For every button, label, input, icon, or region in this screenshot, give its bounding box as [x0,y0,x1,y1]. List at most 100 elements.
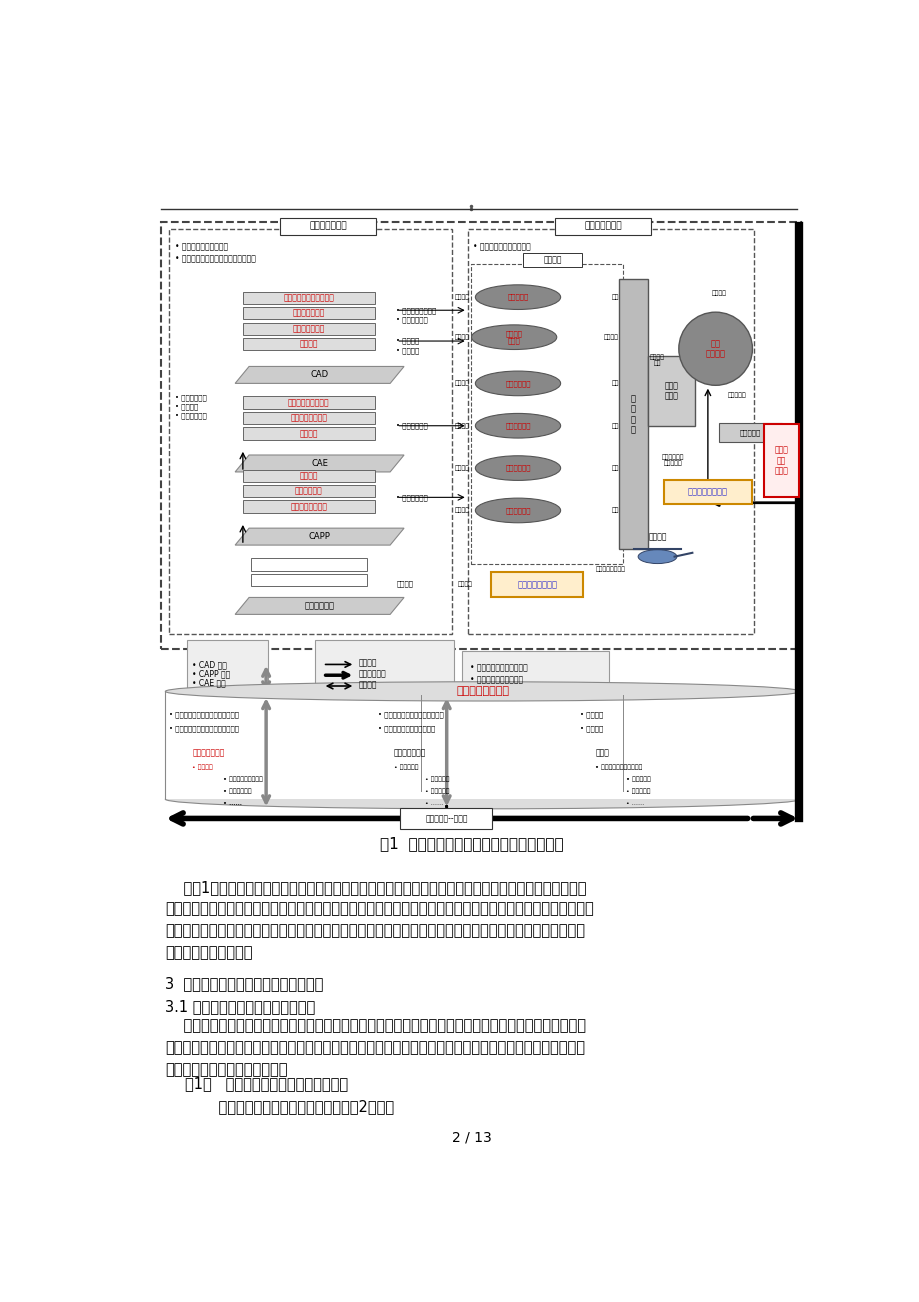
Ellipse shape [165,682,800,700]
Text: 数字化装配生产线: 数字化装配生产线 [687,487,727,496]
Text: 工装数据: 工装数据 [458,582,472,587]
Ellipse shape [475,285,560,310]
Text: 不可展曲面展开: 不可展曲面展开 [292,324,324,333]
Text: • 复合材料构件工艺过程模拟结果: • 复合材料构件工艺过程模拟结果 [378,711,444,717]
Text: 和思想融合到整个生产体系中。: 和思想融合到整个生产体系中。 [165,1061,288,1077]
Text: 技术标准规范库: 技术标准规范库 [192,749,224,758]
Text: 产品数据: 产品数据 [711,290,726,296]
Text: 原料: 原料 [610,423,618,428]
Text: 从图1中可以看出，构建复合材料构件数字化生产线，除实现两大环节的数字化外，还必须保证各环节之: 从图1中可以看出，构建复合材料构件数字化生产线，除实现两大环节的数字化外，还必须… [165,880,586,894]
Text: • 强度分析库: • 强度分析库 [393,764,418,769]
Text: • 与检测系统之间的接口: • 与检测系统之间的接口 [470,676,523,685]
Ellipse shape [471,326,556,349]
Text: 自动铺叠设备: 自动铺叠设备 [505,380,530,387]
Polygon shape [235,598,403,615]
Ellipse shape [475,456,560,480]
Ellipse shape [165,789,800,809]
Text: • 典型复合材料构件参数库: • 典型复合材料构件参数库 [595,764,642,769]
Text: 固化成
型系统: 固化成 型系统 [664,381,677,401]
Text: 复合材料构件工装: 复合材料构件工装 [595,566,625,572]
FancyBboxPatch shape [522,254,582,267]
Text: 数字化制造中心: 数字化制造中心 [584,221,621,230]
Text: • 并行工作规范: • 并行工作规范 [223,789,252,794]
Text: 数字化工装生产线: 数字化工装生产线 [516,579,557,589]
FancyBboxPatch shape [461,651,608,693]
Text: • CAD 接口: • CAD 接口 [192,660,227,669]
FancyBboxPatch shape [243,307,374,319]
FancyBboxPatch shape [243,292,374,305]
FancyBboxPatch shape [250,559,367,570]
Text: • 工艺参数库: • 工艺参数库 [626,789,651,794]
Text: • ……: • …… [223,801,242,806]
FancyBboxPatch shape [663,479,751,504]
Text: CAE: CAE [311,460,328,467]
Polygon shape [235,529,403,546]
Text: 工艺过程模拟: 工艺过程模拟 [295,487,323,496]
Ellipse shape [475,414,560,437]
Text: 飞机产品: 飞机产品 [648,533,666,542]
Text: 自动缠绕设备: 自动缠绕设备 [505,465,530,471]
Text: • 与各数控设备之间的接口: • 与各数控设备之间的接口 [470,664,528,673]
Text: 下料排样: 下料排样 [300,340,318,349]
Text: • 优化数据: • 优化数据 [396,346,419,354]
Text: • 工装参数库: • 工装参数库 [626,776,651,783]
Text: • 检测数据: • 检测数据 [579,711,603,717]
Text: • 设计规则库: • 设计规则库 [425,776,449,783]
Text: • 产品几何设计数据: • 产品几何设计数据 [396,307,437,314]
Text: 工装数据: 工装数据 [396,581,413,587]
FancyBboxPatch shape [243,500,374,513]
Text: • 复合材料构件产品数字化定义数据: • 复合材料构件产品数字化定义数据 [169,711,239,717]
FancyBboxPatch shape [243,339,374,350]
Bar [165,691,800,799]
FancyBboxPatch shape [648,357,694,426]
Text: （1）   复合材料构件数字化生产线构成: （1） 复合材料构件数字化生产线构成 [185,1077,347,1091]
Text: 原料: 原料 [610,380,618,387]
Text: 激光定位: 激光定位 [603,335,618,340]
Text: 工
艺
处
理: 工 艺 处 理 [630,395,635,435]
Text: 其它软件系统: 其它软件系统 [304,602,335,611]
FancyBboxPatch shape [554,217,651,234]
Text: 产品数据: 产品数据 [455,508,470,513]
Text: • 工装设计数据: • 工装设计数据 [396,316,427,323]
FancyBboxPatch shape [618,280,648,549]
Text: 检测不合格: 检测不合格 [726,392,745,397]
Polygon shape [235,454,403,471]
Text: CAPP: CAPP [309,533,330,542]
Text: • CAE 接口: • CAE 接口 [192,678,226,687]
Text: 自动裁截机: 自动裁截机 [506,294,528,301]
FancyBboxPatch shape [764,424,798,496]
Text: 毛料: 毛料 [610,508,618,513]
Text: 自动铺丝设备: 自动铺丝设备 [505,422,530,430]
Text: • CAPP 接口: • CAPP 接口 [192,669,231,678]
Text: 激光铺层
定位仪: 激光铺层 定位仪 [505,331,522,344]
Text: • ……: • …… [626,801,644,806]
Text: 产品数据: 产品数据 [455,380,470,387]
Text: 其它数控设备: 其它数控设备 [505,508,530,514]
Text: • 分析结果: • 分析结果 [396,337,419,344]
FancyBboxPatch shape [243,427,374,440]
Text: • 进行的复合材料构件工装数字化定义: • 进行的复合材料构件工装数字化定义 [176,254,256,263]
Text: 动力响应、疲劳计: 动力响应、疲劳计 [289,414,327,423]
Text: • 复合材料构件工装数字化定义数据: • 复合材料构件工装数字化定义数据 [169,725,239,732]
Text: • 进行的产品数字化定义: • 进行的产品数字化定义 [176,242,228,251]
Text: • 工艺反馈信息: • 工艺反馈信息 [396,422,427,430]
Text: • 复合材料构件工程分析结果: • 复合材料构件工程分析结果 [378,725,436,732]
Text: 产品数据: 产品数据 [455,294,470,299]
Text: 设计制造资源库: 设计制造资源库 [393,749,425,758]
Text: • 过程数据: • 过程数据 [579,725,603,732]
Text: • 毛料展开数据: • 毛料展开数据 [175,413,206,419]
Text: 复合材料构件生产线平面布置图如图2所示：: 复合材料构件生产线平面布置图如图2所示： [200,1099,394,1115]
Text: 加工单元: 加工单元 [543,255,562,264]
Text: 质量
检测系统: 质量 检测系统 [705,339,725,358]
Text: 产品数据: 产品数据 [455,465,470,471]
FancyBboxPatch shape [718,423,781,441]
Text: 合到整个生产体系中。: 合到整个生产体系中。 [165,945,253,960]
Text: 飞机复合材料构件数字化生产线体系研究主要围绕复合材料构件数字化产品设计、数字化工艺设计、数字: 飞机复合材料构件数字化生产线体系研究主要围绕复合材料构件数字化产品设计、数字化工… [165,1018,585,1034]
FancyBboxPatch shape [279,217,376,234]
Text: • 产品几何数据: • 产品几何数据 [175,395,206,401]
Text: 工程数据管理系统: 工程数据管理系统 [456,686,509,697]
Ellipse shape [475,499,560,523]
Text: 数字化制造、数字化检测、并行工作管理、工作流程管理和质量控制等开展研究，并将精益制造理论和思想融: 数字化制造、数字化检测、并行工作管理、工作流程管理和质量控制等开展研究，并将精益… [165,923,584,939]
Text: 产品数据: 产品数据 [455,423,470,428]
Text: 数字化设计中心: 数字化设计中心 [309,221,346,230]
